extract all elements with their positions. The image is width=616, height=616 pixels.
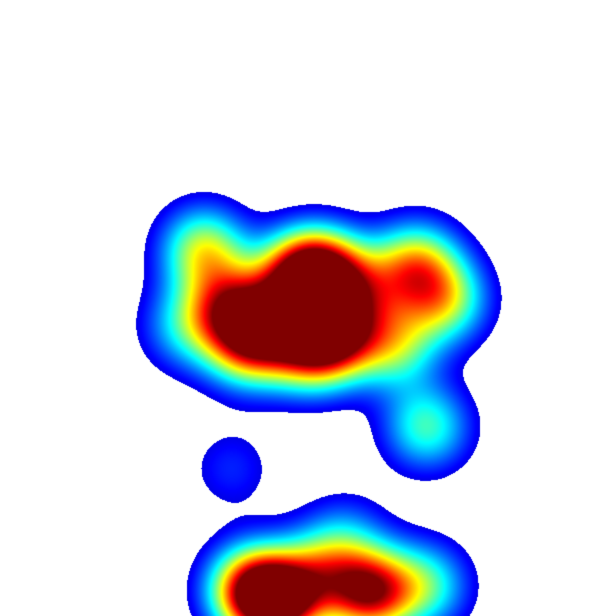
heatmap-canvas — [0, 0, 616, 616]
